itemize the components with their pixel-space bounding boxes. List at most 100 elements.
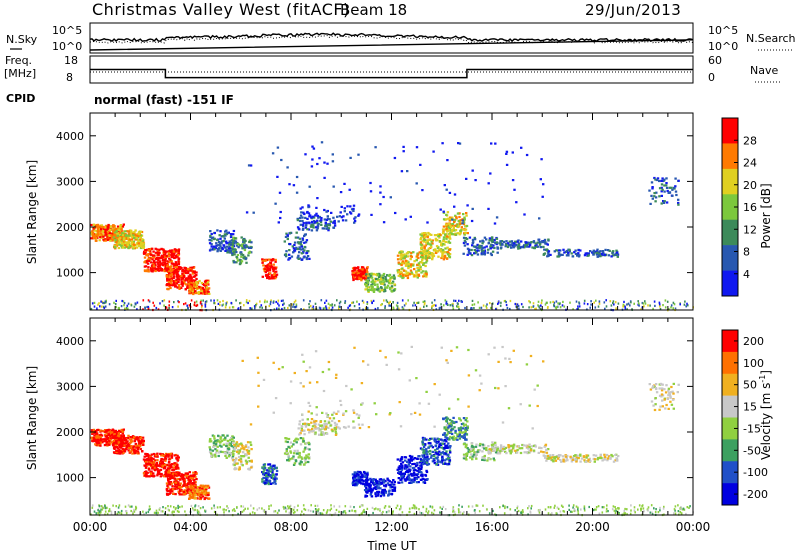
echo-cell xyxy=(173,463,176,466)
echo-cell xyxy=(113,234,117,237)
ground-scatter-cell xyxy=(458,299,460,302)
echo-cell xyxy=(300,457,304,460)
ground-scatter-cell xyxy=(108,303,111,306)
ground-scatter-cell xyxy=(505,303,508,307)
echo-cell xyxy=(242,256,246,259)
echo-cell xyxy=(209,230,212,233)
echo-cell xyxy=(100,228,103,231)
echo-cell xyxy=(94,236,97,239)
echo-cell xyxy=(435,251,438,254)
echo-cell xyxy=(654,200,657,203)
ground-scatter-cell xyxy=(99,305,101,308)
echo-cell xyxy=(125,242,128,245)
echo-cell xyxy=(176,466,180,469)
echo-cell xyxy=(168,492,171,495)
echo-cell xyxy=(168,469,171,472)
echo-cell xyxy=(104,439,107,442)
echo-cell xyxy=(352,278,355,282)
echo-cell xyxy=(478,244,481,247)
echo-cell xyxy=(446,211,450,214)
echo-cell xyxy=(164,263,167,266)
ground-scatter-cell xyxy=(590,300,592,303)
beam-label: Beam 18 xyxy=(340,1,407,19)
ground-scatter-cell xyxy=(136,308,138,311)
ground-scatter-cell xyxy=(578,305,581,308)
echo-cell xyxy=(183,480,186,484)
echo-cell xyxy=(237,243,240,246)
ground-scatter-cell xyxy=(295,303,298,306)
echo-cell xyxy=(265,472,268,475)
echo-cell xyxy=(120,439,124,442)
echo-cell xyxy=(236,244,239,247)
echo-cell xyxy=(134,235,137,238)
y-tick-label: 4000 xyxy=(56,130,84,143)
echo-cell xyxy=(213,245,216,248)
echo-cell xyxy=(490,236,494,239)
echo-cell xyxy=(115,236,119,239)
echo-cell xyxy=(195,478,198,481)
echo-cell xyxy=(310,165,314,168)
echo-cell xyxy=(314,431,317,434)
ground-scatter-cell xyxy=(605,299,607,302)
echo-cell xyxy=(612,250,615,253)
echo-cell xyxy=(467,251,471,254)
echo-cell xyxy=(389,286,392,289)
echo-cell xyxy=(198,486,201,490)
ground-scatter-cell xyxy=(90,307,93,311)
ground-scatter-cell xyxy=(115,306,117,309)
echo-cell xyxy=(290,457,294,460)
echo-cell xyxy=(212,238,216,241)
echo-cell xyxy=(515,201,518,204)
echo-cell xyxy=(122,223,125,226)
ground-scatter-cell xyxy=(344,301,346,304)
echo-cell xyxy=(390,276,393,279)
echo-cell xyxy=(411,272,414,275)
ground-scatter-cell xyxy=(454,299,457,302)
ground-scatter-cell xyxy=(477,301,479,304)
echo-cell xyxy=(583,254,587,257)
echo-cell xyxy=(324,428,327,431)
echo-cell xyxy=(358,470,362,474)
echo-cell xyxy=(166,274,170,277)
echo-cell xyxy=(356,482,359,486)
echo-cell xyxy=(169,474,172,477)
ground-scatter-cell xyxy=(287,306,289,310)
echo-cell xyxy=(125,245,128,248)
ground-scatter-cell xyxy=(325,307,328,310)
echo-cell xyxy=(333,224,337,227)
echo-cell xyxy=(113,226,116,229)
echo-cell xyxy=(661,177,664,180)
echo-cell xyxy=(143,474,147,477)
echo-cell xyxy=(671,194,674,197)
echo-cell xyxy=(398,274,402,277)
echo-cell xyxy=(93,234,96,237)
echo-cell xyxy=(343,210,346,213)
echo-cell xyxy=(517,247,520,250)
echo-cell xyxy=(205,491,208,494)
echo-cell xyxy=(454,229,458,232)
echo-cell xyxy=(488,237,492,240)
ground-scatter-cell xyxy=(312,305,315,308)
ground-scatter-cell xyxy=(396,301,399,304)
ground-scatter-cell xyxy=(556,305,558,309)
echo-cell xyxy=(105,228,108,231)
echo-cell xyxy=(152,452,156,456)
echo-cell xyxy=(304,442,307,445)
echo-cell xyxy=(236,448,240,452)
echo-cell xyxy=(206,281,209,284)
echo-cell xyxy=(201,286,205,289)
echo-cell xyxy=(333,421,337,424)
ground-scatter-cell xyxy=(272,300,275,303)
echo-cell xyxy=(315,206,318,209)
echo-cell xyxy=(156,459,159,462)
ground-scatter-cell xyxy=(473,303,476,306)
ground-scatter-cell xyxy=(168,304,170,307)
echo-cell xyxy=(465,212,468,215)
ground-scatter-cell xyxy=(353,305,356,308)
echo-cell xyxy=(107,443,110,446)
echo-cell xyxy=(402,257,405,260)
echo-cell xyxy=(207,486,211,489)
ground-scatter-cell xyxy=(183,303,185,306)
echo-cell xyxy=(165,250,169,253)
echo-cell xyxy=(152,265,156,268)
